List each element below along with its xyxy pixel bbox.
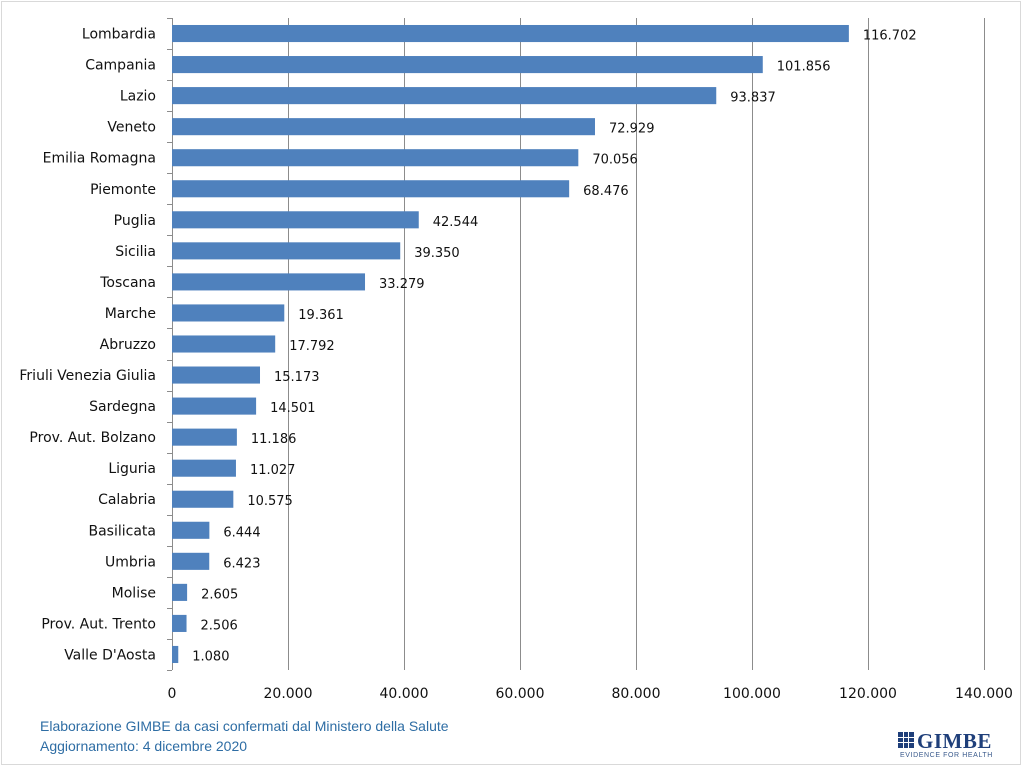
logo-tagline: EVIDENCE FOR HEALTH [900,752,993,759]
bar [172,645,179,664]
gimbe-logo: GIMBE EVIDENCE FOR HEALTH [898,729,998,763]
value-label: 101.856 [777,60,831,75]
category-label: Sicilia [115,244,156,260]
category-label: Prov. Aut. Bolzano [29,430,156,446]
category-label: Piemonte [90,182,156,198]
value-label: 42.544 [433,215,479,230]
value-label: 72.929 [609,122,655,137]
bars [172,24,849,664]
category-label: Friuli Venezia Giulia [19,368,156,384]
value-label: 10.575 [247,494,293,509]
value-label: 11.027 [250,463,296,478]
bar [172,521,210,539]
bar [172,335,276,353]
value-label: 2.605 [201,587,238,602]
bar [172,397,257,415]
category-label: Basilicata [89,523,157,539]
value-label: 2.506 [201,618,238,633]
bar [172,149,579,167]
bar [172,242,401,260]
bar [172,459,236,477]
bar [172,490,234,508]
bar [172,87,717,105]
category-label: Lombardia [82,27,156,43]
bar [172,366,261,384]
x-tick-label: 60.000 [496,686,545,702]
logo-name: GIMBE [917,729,992,753]
category-label: Calabria [98,492,156,508]
value-label: 93.837 [730,91,776,106]
x-tick-label: 40.000 [380,686,429,702]
value-label: 14.501 [270,401,316,416]
category-label: Umbria [105,554,156,570]
bar [172,211,419,229]
labels: 0 20.000 40.000 60.000 80.000 100.000 120.000 1… [19,27,1013,702]
x-tick-label: 120.000 [839,686,897,702]
value-label: 39.350 [414,246,460,261]
category-label: Sardegna [89,399,156,415]
bar [172,24,849,43]
category-label: Molise [112,585,156,601]
category-label: Lazio [120,89,156,105]
value-label: 19.361 [298,308,344,323]
bar [172,428,237,446]
value-label: 1.080 [192,649,229,664]
bar [172,614,187,632]
source-line: Elaborazione GIMBE da casi confermati da… [40,718,449,734]
category-label: Valle D'Aosta [64,647,156,663]
value-label: 6.423 [223,556,260,571]
category-label: Veneto [107,120,156,136]
bar [172,304,285,322]
x-tick-label: 80.000 [612,686,661,702]
category-label: Abruzzo [100,337,156,353]
value-label: 70.056 [592,153,638,168]
category-label: Toscana [99,275,156,291]
x-tick-label: 140.000 [955,686,1013,702]
category-label: Campania [85,58,156,74]
bar [172,583,188,601]
update-line: Aggiornamento: 4 dicembre 2020 [40,738,248,754]
value-label: 116.702 [863,29,917,44]
value-label: 33.279 [379,277,425,292]
x-tick-label: 100.000 [723,686,781,702]
category-label: Emilia Romagna [43,151,156,167]
x-tick-label: 0 [168,686,177,702]
bar [172,273,366,291]
value-label: 17.792 [289,339,335,354]
bar [172,56,763,74]
category-label: Liguria [108,461,156,477]
category-label: Prov. Aut. Trento [41,616,156,632]
value-label: 68.476 [583,184,629,199]
gimbe-grid-icon [898,732,914,748]
category-label: Puglia [114,213,156,229]
x-tick-label: 20.000 [264,686,313,702]
value-label: 15.173 [274,370,320,385]
bar [172,180,570,198]
category-label: Marche [105,306,156,322]
bar [172,552,210,570]
value-label: 6.444 [223,525,260,540]
value-label: 11.186 [251,432,296,447]
source-note: Elaborazione GIMBE da casi confermati da… [40,716,449,756]
bar [172,118,595,136]
